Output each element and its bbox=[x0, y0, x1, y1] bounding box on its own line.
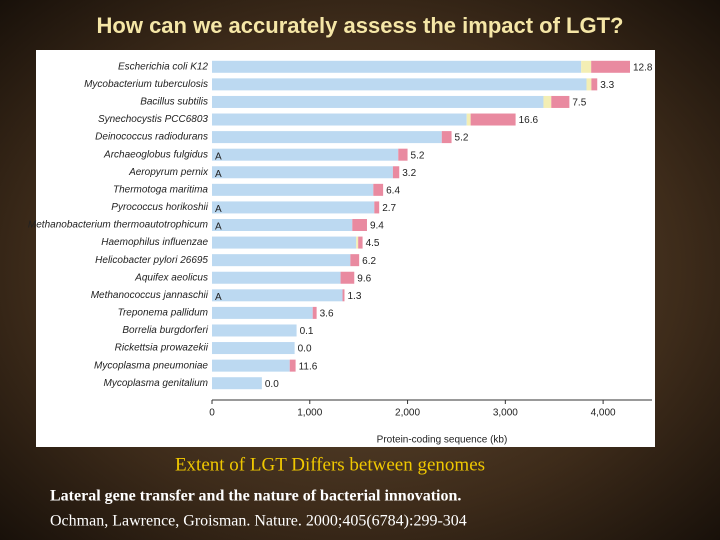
bar-segment bbox=[212, 131, 442, 144]
lgt-label: 9.4 bbox=[370, 221, 384, 232]
bar-segment bbox=[398, 148, 408, 161]
bar-segment bbox=[350, 254, 360, 267]
bar-segment bbox=[212, 324, 297, 337]
lgt-label: 0.1 bbox=[300, 326, 314, 337]
lgt-label: 12.8 bbox=[633, 62, 653, 73]
slide-title: How can we accurately assess the impact … bbox=[97, 13, 624, 38]
bar-segment bbox=[591, 78, 598, 91]
bar-segment bbox=[212, 60, 582, 73]
bar-segment bbox=[212, 166, 393, 179]
category-label: Pyrococcus horikoshii bbox=[111, 202, 208, 213]
category-label: Mycoplasma genitalium bbox=[104, 378, 209, 389]
bar-segment bbox=[212, 359, 290, 372]
bar-segment bbox=[289, 359, 296, 372]
lgt-label: 6.4 bbox=[386, 185, 400, 196]
bar-segment bbox=[212, 95, 544, 108]
bar-segment bbox=[543, 95, 552, 108]
category-label: Escherichia coli K12 bbox=[118, 61, 208, 72]
lgt-label: 0.0 bbox=[298, 344, 312, 355]
bar-segment bbox=[470, 113, 516, 126]
category-label: Helicobacter pylori 26695 bbox=[95, 255, 208, 266]
reference-citation: Ochman, Lawrence, Groisman. Nature. 2000… bbox=[50, 513, 467, 530]
plot: Escherichia coli K12 12.8 Mycobacterium tu… bbox=[28, 60, 653, 446]
bar-segment bbox=[212, 78, 587, 91]
category-label: Aeropyrum pernix bbox=[128, 167, 209, 178]
bar-segment bbox=[212, 183, 374, 196]
category-label: Methanobacterium thermoautotrophicum bbox=[28, 220, 208, 231]
caption: Extent of LGT Differs between genomes bbox=[175, 454, 485, 475]
bar-segment bbox=[591, 60, 630, 73]
bar-segment bbox=[212, 306, 313, 319]
archaea-marker: A bbox=[215, 151, 222, 162]
bar-segment bbox=[212, 113, 467, 126]
bar-segment bbox=[551, 95, 570, 108]
archaea-marker: A bbox=[215, 222, 222, 233]
bar-segment bbox=[392, 166, 400, 179]
category-label: Mycoplasma pneumoniae bbox=[94, 360, 208, 371]
x-tick-label: 2,000 bbox=[395, 408, 420, 419]
category-label: Bacillus subtilis bbox=[140, 97, 208, 108]
bar-segment bbox=[212, 219, 353, 231]
bar-segment bbox=[312, 306, 317, 319]
category-label: Rickettsia prowazekii bbox=[115, 343, 209, 354]
bar-segment bbox=[212, 271, 341, 284]
bar-segment bbox=[212, 236, 357, 249]
bar-segment bbox=[374, 201, 380, 214]
x-tick-label: 1,000 bbox=[297, 408, 322, 419]
category-label: Borrelia burgdorferi bbox=[122, 325, 208, 336]
lgt-label: 2.7 bbox=[382, 203, 396, 214]
bar-segment bbox=[586, 78, 592, 91]
x-tick-label: 4,000 bbox=[591, 408, 616, 419]
category-label: Haemophilus influenzae bbox=[101, 237, 208, 248]
bar-segment bbox=[212, 254, 351, 267]
lgt-label: 9.6 bbox=[357, 273, 371, 284]
lgt-label: 3.3 bbox=[600, 80, 614, 91]
category-label: Deinococcus radiodurans bbox=[95, 132, 208, 143]
bar-segment bbox=[358, 236, 363, 249]
lgt-label: 7.5 bbox=[572, 98, 586, 109]
bar-segment bbox=[581, 60, 592, 73]
lgt-label: 1.3 bbox=[347, 291, 361, 302]
bar-segment bbox=[212, 148, 399, 161]
archaea-marker: A bbox=[215, 204, 222, 215]
bar-segment bbox=[352, 219, 367, 231]
category-label: Aquifex aeolicus bbox=[134, 272, 208, 283]
bar-segment bbox=[212, 377, 262, 390]
category-label: Synechocystis PCC6803 bbox=[98, 114, 208, 125]
category-label: Archaeoglobus fulgidus bbox=[103, 149, 208, 160]
bar-segment bbox=[212, 342, 295, 355]
category-label: Mycobacterium tuberculosis bbox=[84, 79, 208, 90]
lgt-label: 6.2 bbox=[362, 256, 376, 267]
x-tick-label: 3,000 bbox=[493, 408, 518, 419]
x-axis-title: Protein-coding sequence (kb) bbox=[377, 435, 508, 446]
lgt-label: 16.6 bbox=[519, 115, 539, 126]
lgt-label: 0.0 bbox=[265, 379, 279, 390]
bar-segment bbox=[340, 271, 355, 284]
bar-segment bbox=[373, 183, 384, 196]
bar-segment bbox=[356, 236, 359, 249]
lgt-label: 3.6 bbox=[320, 309, 334, 320]
bar-segment bbox=[212, 289, 343, 302]
x-tick-label: 0 bbox=[209, 408, 215, 419]
category-label: Treponema pallidum bbox=[118, 308, 208, 319]
bar-segment bbox=[466, 113, 471, 126]
bar-segment bbox=[342, 289, 345, 302]
archaea-marker: A bbox=[215, 292, 222, 303]
archaea-marker: A bbox=[215, 169, 222, 180]
lgt-label: 5.2 bbox=[455, 133, 469, 144]
category-label: Thermotoga maritima bbox=[113, 184, 208, 195]
bar-segment bbox=[212, 201, 375, 214]
bar-segment bbox=[441, 131, 452, 144]
lgt-label: 11.6 bbox=[299, 361, 318, 372]
reference-title: Lateral gene transfer and the nature of … bbox=[50, 488, 461, 505]
category-label: Methanococcus jannaschii bbox=[91, 290, 209, 301]
lgt-label: 5.2 bbox=[411, 150, 425, 161]
lgt-label: 3.2 bbox=[402, 168, 416, 179]
lgt-label: 4.5 bbox=[366, 238, 380, 249]
